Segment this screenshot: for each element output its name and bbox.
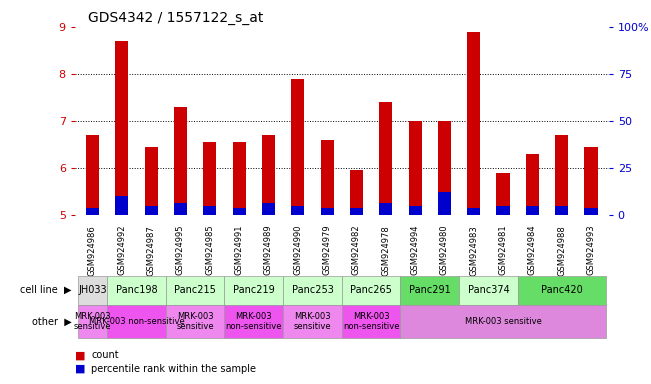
- Text: Panc198: Panc198: [116, 285, 158, 295]
- Bar: [409, 121, 422, 215]
- Bar: [203, 206, 216, 215]
- Bar: [174, 203, 187, 215]
- Bar: [350, 170, 363, 215]
- Text: Panc265: Panc265: [350, 285, 392, 295]
- Text: MRK-003 non-sensitive: MRK-003 non-sensitive: [89, 317, 184, 326]
- Bar: [467, 208, 480, 215]
- Bar: [262, 203, 275, 215]
- Text: MRK-003
sensitive: MRK-003 sensitive: [176, 312, 214, 331]
- Bar: [497, 173, 510, 215]
- Bar: [291, 206, 305, 215]
- Bar: [555, 206, 568, 215]
- Text: GDS4342 / 1557122_s_at: GDS4342 / 1557122_s_at: [88, 11, 263, 25]
- Bar: [350, 208, 363, 215]
- Bar: [291, 79, 305, 215]
- Text: Panc374: Panc374: [467, 285, 509, 295]
- Bar: [232, 142, 245, 215]
- Bar: [379, 203, 393, 215]
- Bar: [438, 121, 451, 215]
- Bar: [497, 206, 510, 215]
- Text: ■: ■: [75, 350, 85, 360]
- Text: cell line  ▶: cell line ▶: [20, 285, 72, 295]
- Text: Panc219: Panc219: [233, 285, 275, 295]
- Bar: [526, 206, 539, 215]
- Bar: [203, 142, 216, 215]
- Text: Panc215: Panc215: [174, 285, 216, 295]
- Bar: [86, 135, 99, 215]
- Bar: [585, 208, 598, 215]
- Text: MRK-003
sensitive: MRK-003 sensitive: [294, 312, 331, 331]
- Text: MRK-003
non-sensitive: MRK-003 non-sensitive: [343, 312, 399, 331]
- Text: MRK-003
non-sensitive: MRK-003 non-sensitive: [225, 312, 282, 331]
- Text: Panc420: Panc420: [541, 285, 583, 295]
- Bar: [115, 41, 128, 215]
- Text: other  ▶: other ▶: [32, 316, 72, 327]
- Bar: [174, 107, 187, 215]
- Bar: [467, 31, 480, 215]
- Bar: [409, 206, 422, 215]
- Bar: [320, 208, 334, 215]
- Text: Panc253: Panc253: [292, 285, 333, 295]
- Bar: [526, 154, 539, 215]
- Bar: [232, 208, 245, 215]
- Text: percentile rank within the sample: percentile rank within the sample: [91, 364, 256, 374]
- Bar: [145, 206, 158, 215]
- Text: ■: ■: [75, 364, 85, 374]
- Bar: [555, 135, 568, 215]
- Text: count: count: [91, 350, 118, 360]
- Bar: [585, 147, 598, 215]
- Bar: [262, 135, 275, 215]
- Text: MRK-003 sensitive: MRK-003 sensitive: [465, 317, 542, 326]
- Bar: [379, 102, 393, 215]
- Bar: [86, 208, 99, 215]
- Bar: [145, 147, 158, 215]
- Text: Panc291: Panc291: [409, 285, 450, 295]
- Bar: [320, 140, 334, 215]
- Text: JH033: JH033: [78, 285, 107, 295]
- Bar: [438, 192, 451, 215]
- Bar: [115, 196, 128, 215]
- Text: MRK-003
sensitive: MRK-003 sensitive: [74, 312, 111, 331]
